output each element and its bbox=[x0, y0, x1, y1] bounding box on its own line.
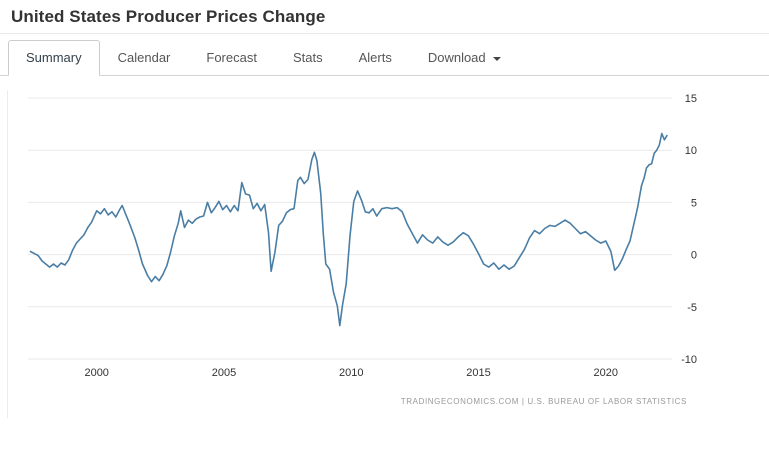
x-tick-label: 2020 bbox=[594, 367, 618, 379]
tab-download-label: Download bbox=[427, 50, 486, 65]
y-tick-label: 0 bbox=[691, 250, 697, 262]
tab-alerts[interactable]: Alerts bbox=[358, 50, 392, 65]
tab-bar: Summary Calendar Forecast Stats Alerts D… bbox=[0, 34, 769, 76]
page-title: United States Producer Prices Change bbox=[11, 7, 326, 26]
tab-stats[interactable]: Stats bbox=[292, 50, 323, 65]
tab-summary[interactable]: Summary bbox=[8, 40, 100, 76]
chart-area: 15 10 5 0 -5 -10 2000 2005 2010 2015 2020 TRADINGE… bbox=[0, 76, 769, 476]
chart-attribution: TRADINGECONOMICS.COM | U.S. BUREAU OF LA… bbox=[400, 397, 687, 406]
x-tick-label: 2010 bbox=[339, 367, 363, 379]
y-tick-label: 10 bbox=[685, 145, 697, 157]
y-tick-label: 15 bbox=[685, 93, 697, 105]
chart-left-rule bbox=[7, 90, 8, 418]
x-tick-label: 2000 bbox=[84, 367, 108, 379]
y-tick-label: -5 bbox=[687, 302, 697, 314]
ppi-line-series bbox=[29, 132, 668, 327]
ppi-line-chart: 15 10 5 0 -5 -10 2000 2005 2010 2015 2020 bbox=[28, 93, 697, 379]
x-tick-label: 2015 bbox=[466, 367, 490, 379]
tab-download[interactable]: Download bbox=[410, 40, 519, 76]
page-header: United States Producer Prices Change bbox=[0, 0, 769, 34]
x-tick-label: 2005 bbox=[212, 367, 236, 379]
tab-calendar[interactable]: Calendar bbox=[117, 50, 171, 65]
y-tick-label: 5 bbox=[691, 197, 697, 209]
tab-forecast[interactable]: Forecast bbox=[206, 50, 257, 65]
y-tick-label: -10 bbox=[681, 354, 697, 366]
caret-down-icon bbox=[492, 56, 501, 61]
